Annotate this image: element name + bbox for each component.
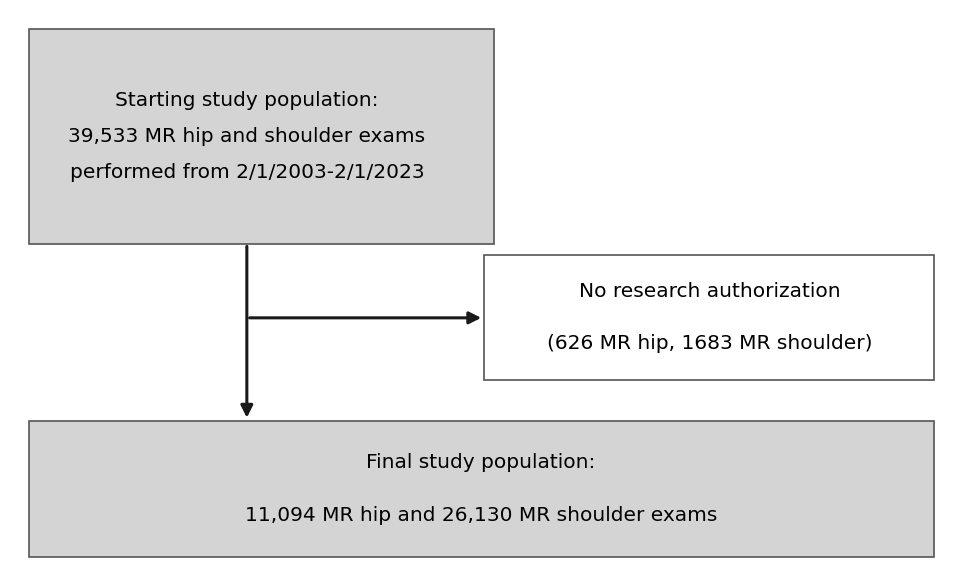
Text: Starting study population:: Starting study population: xyxy=(115,91,378,110)
Text: No research authorization: No research authorization xyxy=(579,282,840,301)
Bar xyxy=(484,255,934,380)
Text: (626 MR hip, 1683 MR shoulder): (626 MR hip, 1683 MR shoulder) xyxy=(547,335,872,353)
Text: Final study population:: Final study population: xyxy=(367,454,595,472)
Text: 39,533 MR hip and shoulder exams: 39,533 MR hip and shoulder exams xyxy=(69,127,425,146)
Text: performed from 2/1/2003-2/1/2023: performed from 2/1/2003-2/1/2023 xyxy=(70,163,424,182)
Text: 11,094 MR hip and 26,130 MR shoulder exams: 11,094 MR hip and 26,130 MR shoulder exa… xyxy=(245,506,717,524)
Bar xyxy=(29,420,934,557)
Bar xyxy=(29,29,494,244)
